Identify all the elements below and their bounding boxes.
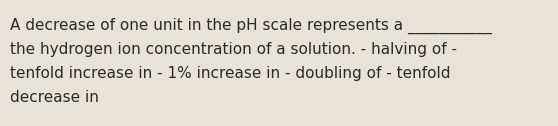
- Text: tenfold increase in - 1% increase in - doubling of - tenfold: tenfold increase in - 1% increase in - d…: [10, 66, 450, 81]
- Text: decrease in: decrease in: [10, 90, 99, 105]
- Text: A decrease of one unit in the pH scale represents a ___________: A decrease of one unit in the pH scale r…: [10, 18, 492, 34]
- Text: the hydrogen ion concentration of a solution. - halving of -: the hydrogen ion concentration of a solu…: [10, 42, 457, 57]
